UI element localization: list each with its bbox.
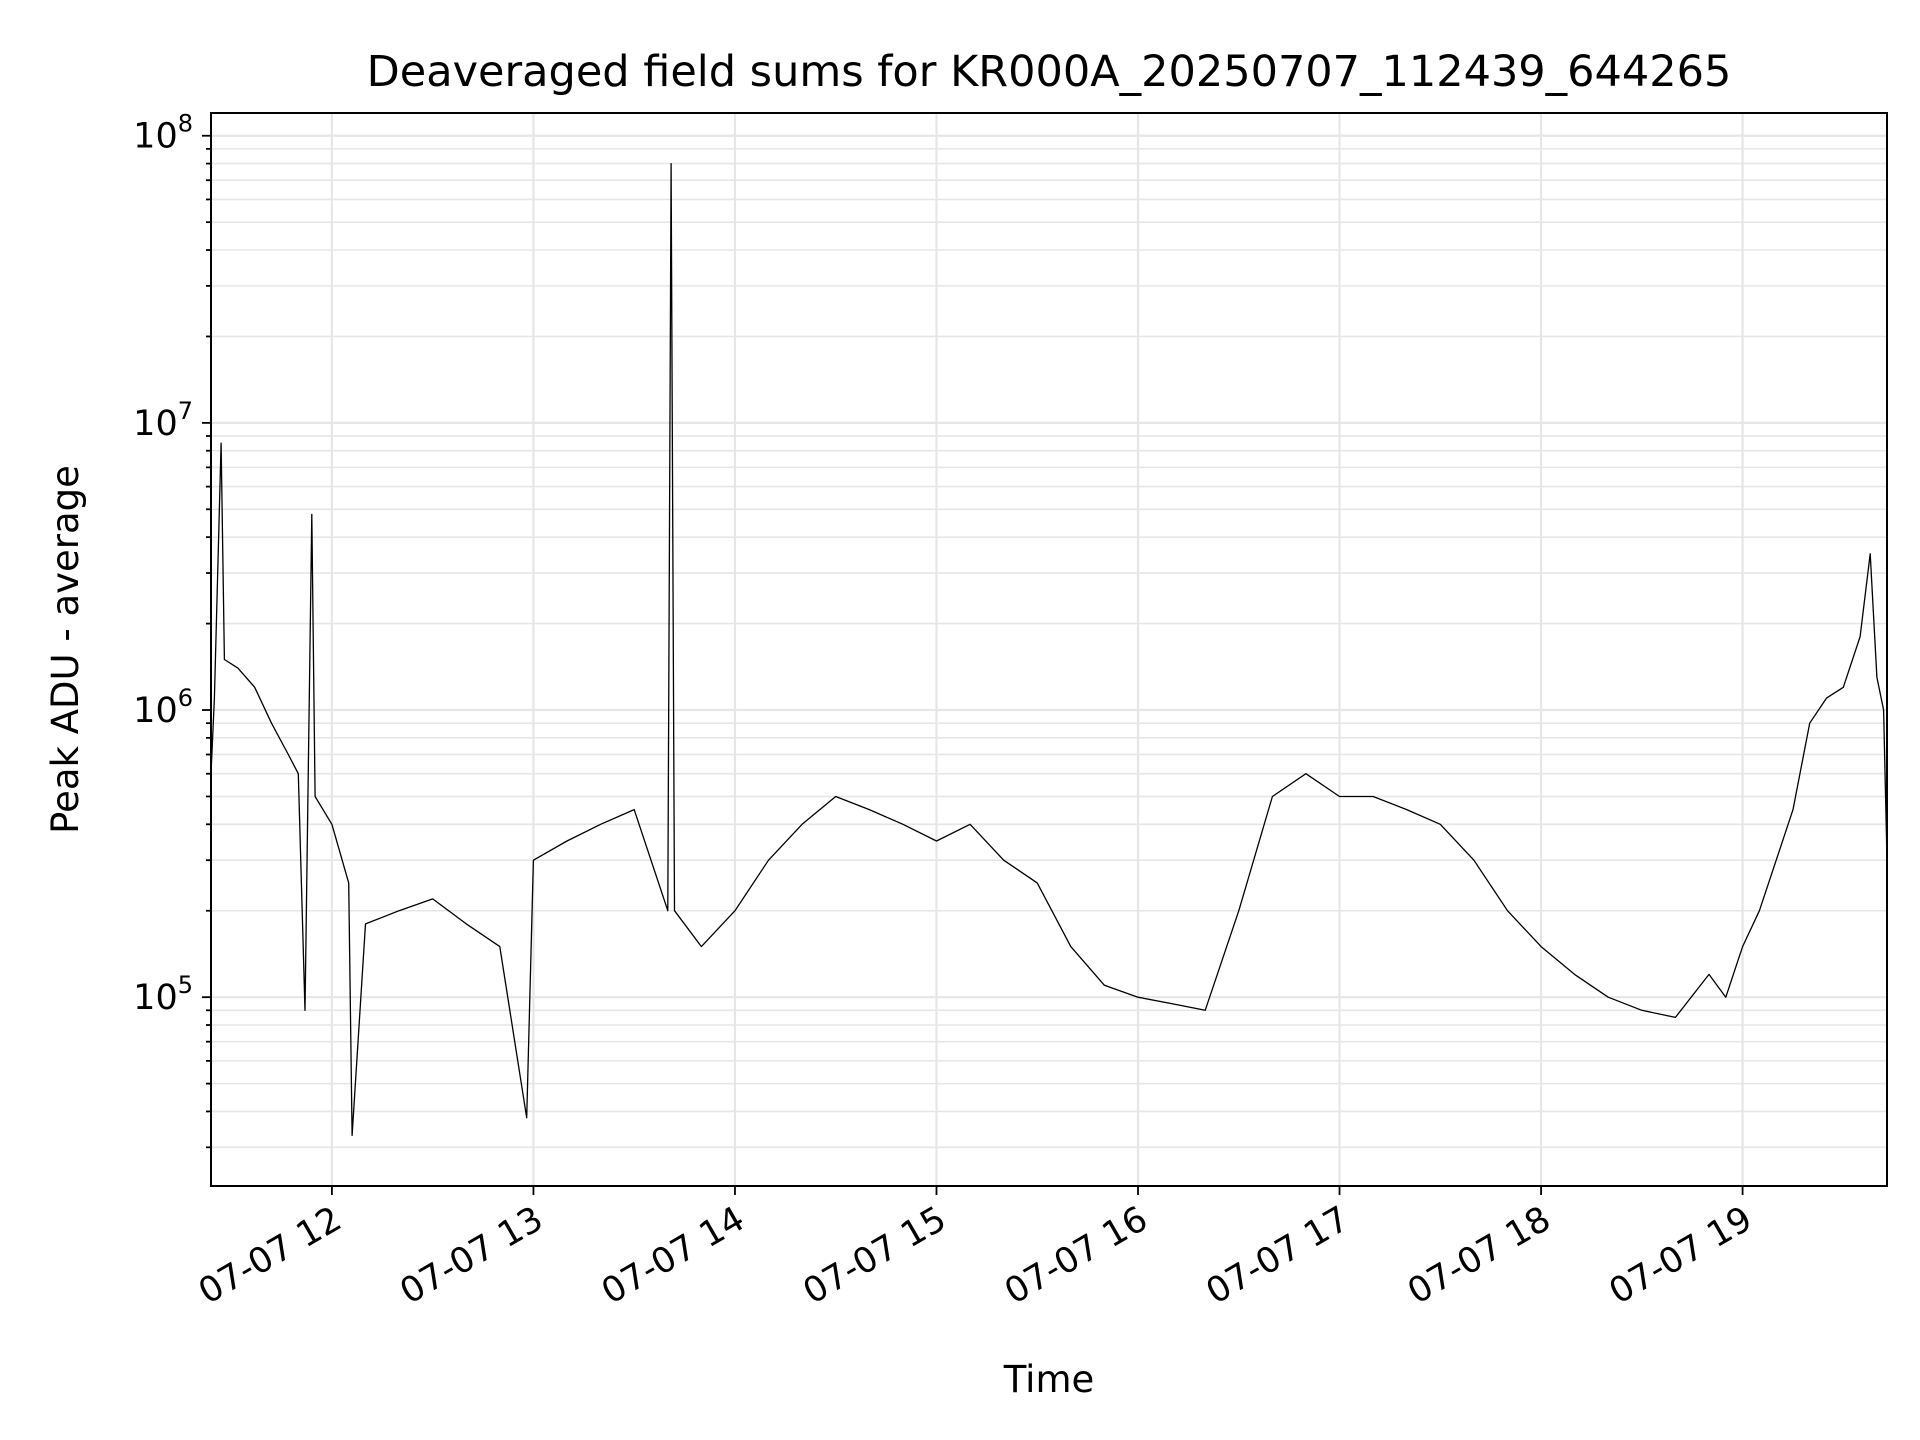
y-tick-label-exponent: 6 [178,684,193,712]
y-tick-label-base: 10 [133,691,178,731]
y-tick-label-base: 10 [133,404,178,444]
y-tick-label: 106 [133,684,193,731]
y-tick-label: 105 [133,971,193,1018]
x-axis-label: Time [1003,1358,1095,1401]
series-line [210,162,1888,1137]
plot-frame [210,112,1888,1187]
y-tick-label-base: 10 [133,117,178,157]
y-tick-label-base: 10 [133,978,178,1018]
y-tick-label: 108 [133,110,193,157]
plot-series [210,162,1888,1137]
y-tick-label-exponent: 5 [178,971,193,999]
y-tick-label-exponent: 8 [178,110,193,138]
grid [211,113,1887,1186]
y-axis-label: Peak ADU - average [44,465,87,834]
y-tick-label: 107 [133,397,193,444]
chart-title: Deaveraged field sums for KR000A_2025070… [367,47,1732,97]
y-tick-label-exponent: 7 [178,397,193,425]
